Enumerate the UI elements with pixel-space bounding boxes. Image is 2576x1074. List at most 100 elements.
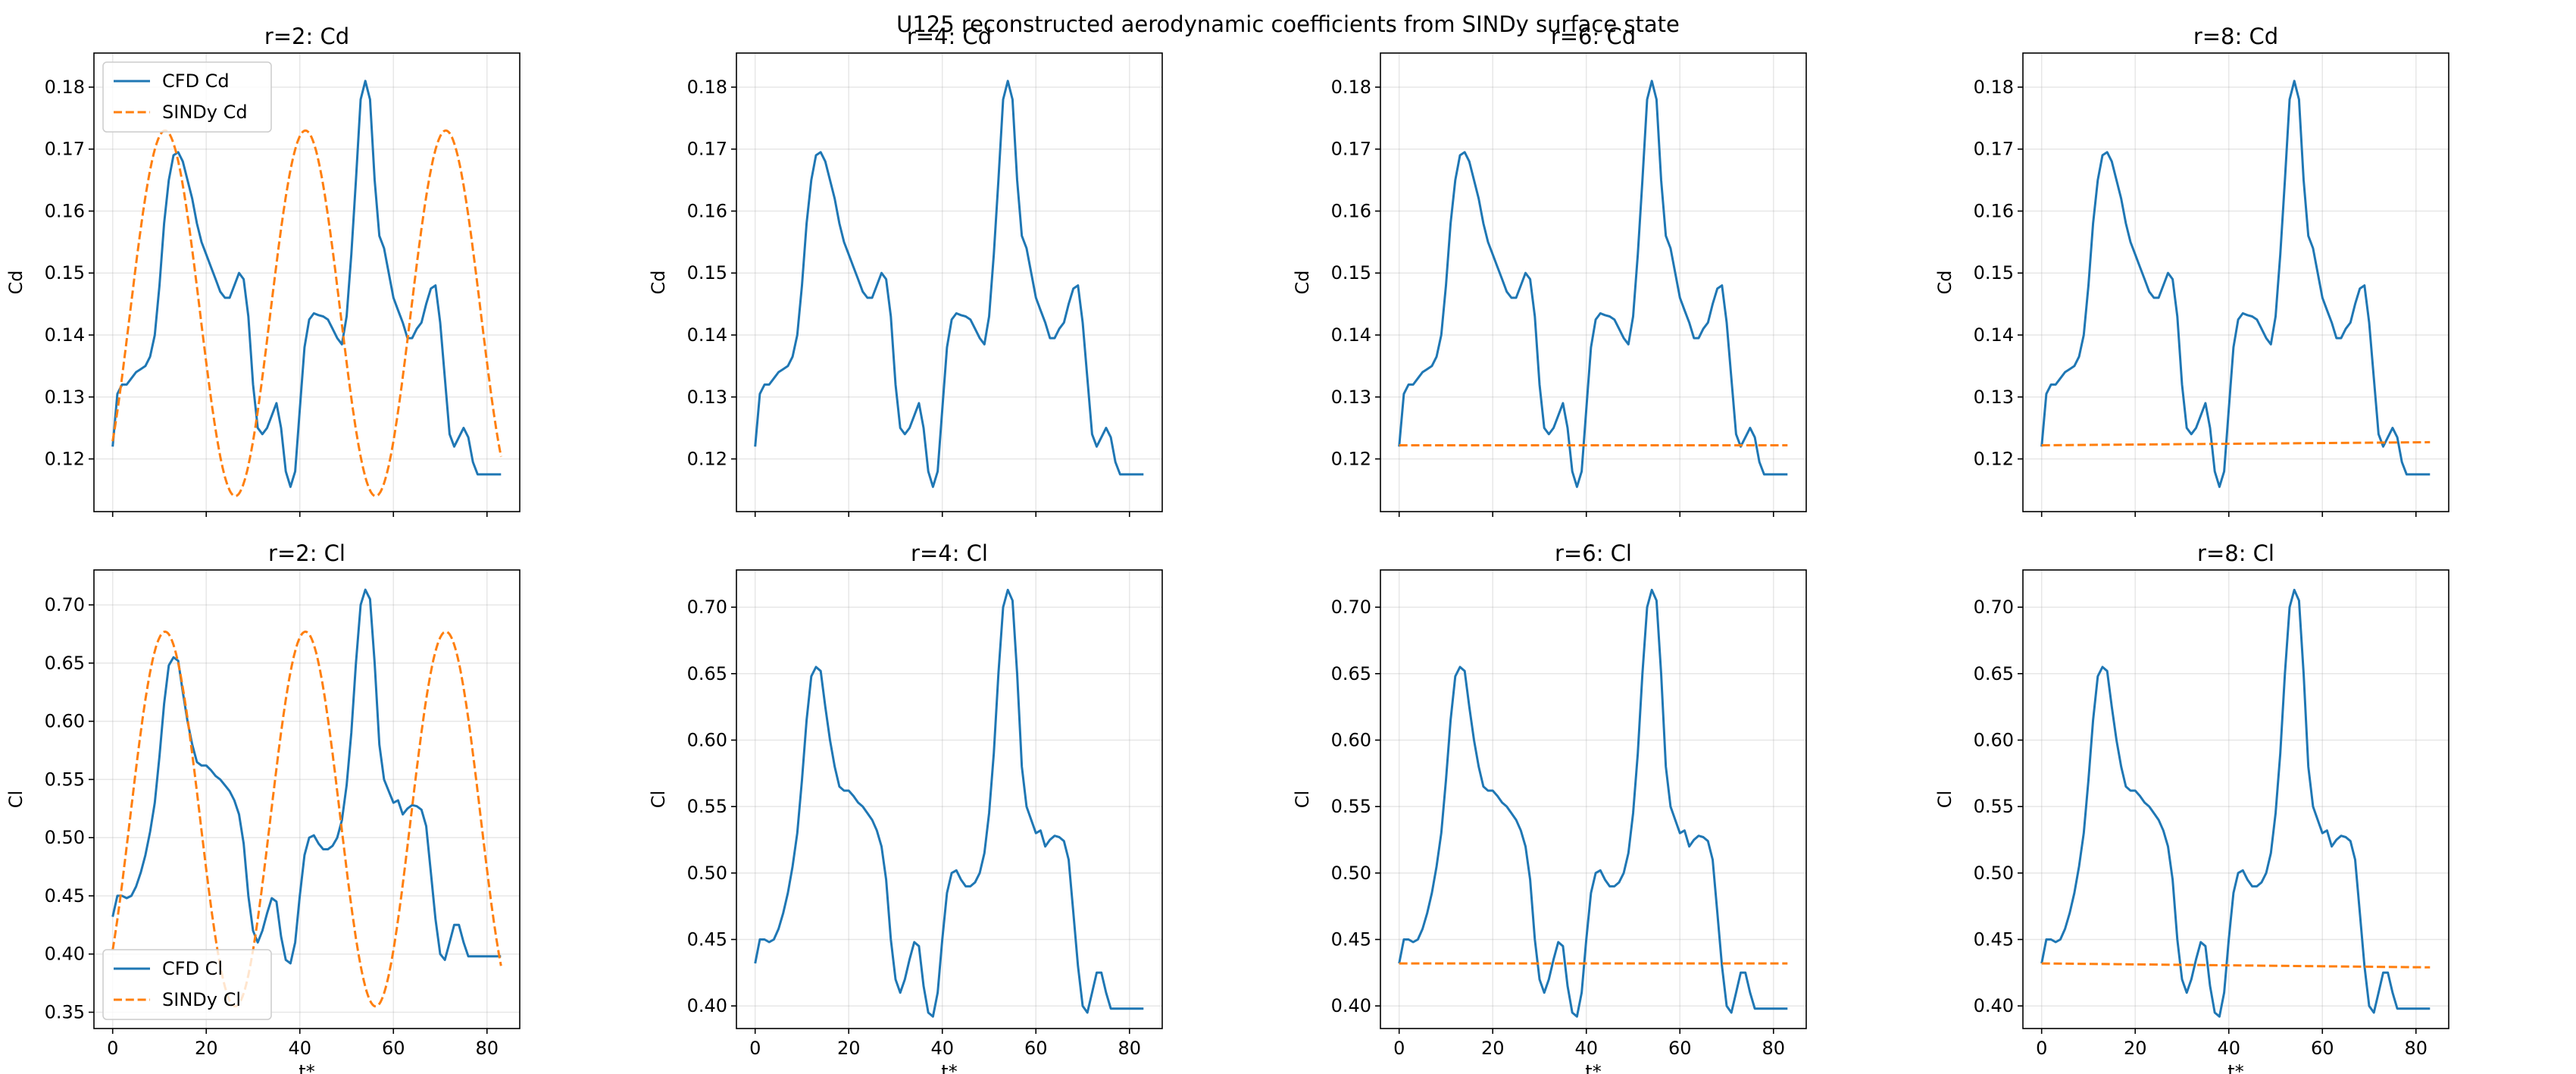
y-tick-label: 0.13 [1331, 387, 1371, 408]
x-tick-label: 80 [475, 1038, 499, 1059]
panel-7: 0 20 40 60 80 0.40 0.45 0.50 0.55 0.60 0.65 0.70 r=6… [1292, 540, 1807, 1074]
y-tick-label: 0.14 [45, 324, 85, 346]
y-tick-label: 0.60 [1331, 729, 1371, 750]
y-tick-label: 0.70 [1331, 596, 1371, 618]
cfd-series-line [754, 80, 1144, 488]
y-tick-label: 0.70 [45, 594, 85, 615]
y-tick-label: 0.65 [687, 663, 727, 684]
panel-grid [2023, 53, 2449, 512]
panel-title: r=6: Cd [1551, 23, 1636, 49]
cfd-series-line [1398, 80, 1788, 488]
x-axis-label: t* [299, 1061, 314, 1074]
y-tick-label: 0.55 [687, 796, 727, 817]
x-tick-label: 40 [1574, 1038, 1598, 1059]
y-tick-label: 0.13 [1974, 387, 2014, 408]
y-tick-label: 0.60 [45, 711, 85, 732]
y-tick-label: 0.50 [1331, 863, 1371, 884]
y-tick-label: 0.16 [687, 200, 727, 221]
x-tick-label: 0 [2036, 1038, 2047, 1059]
y-tick-label: 0.55 [1331, 796, 1371, 817]
panel-grid [736, 53, 1162, 512]
x-tick-label: 20 [1481, 1038, 1505, 1059]
y-tick-label: 0.35 [45, 1002, 85, 1023]
y-tick-label: 0.13 [687, 387, 727, 408]
y-tick-label: 0.40 [687, 995, 727, 1016]
panel-series [111, 80, 502, 497]
y-axis-label: Cd [5, 271, 27, 295]
x-tick-label: 40 [930, 1038, 954, 1059]
panel-title: r=8: Cl [2197, 540, 2274, 566]
y-tick-label: 0.15 [1331, 262, 1371, 283]
x-tick-label: 60 [2311, 1038, 2334, 1059]
x-tick-label: 80 [2404, 1038, 2428, 1059]
y-tick-label: 0.18 [45, 77, 85, 98]
panel-series [754, 588, 1144, 1018]
y-tick-label: 0.50 [45, 827, 85, 848]
y-tick-label: 0.70 [1974, 596, 2014, 618]
x-tick-label: 60 [1668, 1038, 1692, 1059]
y-tick-label: 0.65 [1974, 663, 2014, 684]
panel-series [1398, 80, 1788, 488]
axes-frame [736, 52, 1163, 512]
x-tick-label: 0 [107, 1038, 118, 1059]
y-tick-label: 0.16 [1331, 200, 1371, 221]
panel-grid [94, 53, 520, 512]
y-tick-label: 0.12 [1331, 449, 1371, 470]
panel-2: 0.12 0.13 0.14 0.15 0.16 0.17 0.18 r=4: Cd Cd [648, 23, 1163, 517]
panels: 0.12 0.13 0.14 0.15 0.16 0.17 0.18 r=2: Cd Cd CFD… [5, 23, 2449, 1074]
panel-title: r=6: Cl [1555, 540, 1632, 566]
sindy-series-line [111, 630, 502, 1008]
y-tick-label: 0.16 [1974, 200, 2014, 221]
y-tick-label: 0.17 [1331, 139, 1371, 160]
legend-entry-label: SINDy Cl [162, 989, 241, 1010]
y-tick-label: 0.14 [1974, 324, 2014, 346]
x-tick-label: 20 [195, 1038, 218, 1059]
y-tick-label: 0.40 [1331, 995, 1371, 1016]
axes-frame [93, 569, 521, 1029]
x-axis-label: t* [1585, 1061, 1601, 1074]
y-tick-label: 0.65 [1331, 663, 1371, 684]
y-tick-label: 0.14 [1331, 324, 1371, 346]
y-tick-label: 0.45 [1331, 929, 1371, 950]
x-tick-label: 40 [2217, 1038, 2240, 1059]
y-tick-label: 0.16 [45, 200, 85, 221]
y-axis-label: Cl [5, 791, 27, 808]
y-tick-label: 0.18 [1331, 77, 1371, 98]
panel-title: r=8: Cd [2193, 23, 2278, 49]
y-tick-label: 0.60 [1974, 729, 2014, 750]
cfd-series-line [2040, 80, 2431, 488]
panel-5: 0 20 40 60 80 0.35 0.40 0.45 0.50 0.55 0.60 0.65 0.7… [5, 540, 521, 1074]
figure-title: U125 reconstructed aerodynamic coefficie… [896, 11, 1680, 37]
panel-series [2040, 588, 2431, 1018]
x-tick-label: 20 [837, 1038, 861, 1059]
y-tick-label: 0.12 [45, 449, 85, 470]
panel-series [2040, 80, 2431, 488]
sindy-series-line [2041, 962, 2431, 969]
axes-frame [2022, 569, 2449, 1029]
x-axis-label: t* [2227, 1061, 2243, 1074]
cfd-series-line [2040, 588, 2431, 1018]
y-axis-label: Cd [648, 271, 669, 295]
x-tick-label: 60 [382, 1038, 405, 1059]
y-axis-label: Cd [1292, 271, 1313, 295]
cfd-series-line [754, 588, 1144, 1018]
legend-entry-label: CFD Cl [162, 958, 223, 979]
y-axis-label: Cl [648, 791, 669, 808]
panel-4: 0.12 0.13 0.14 0.15 0.16 0.17 0.18 r=8: Cd Cd [1934, 23, 2449, 517]
panel-series [111, 588, 502, 1008]
panel-grid [736, 570, 1162, 1029]
y-tick-label: 0.55 [1974, 796, 2014, 817]
x-tick-label: 0 [749, 1038, 761, 1059]
legend: CFD Cd SINDy Cd [102, 61, 272, 133]
cfd-series-line [111, 588, 502, 965]
panel-title: r=4: Cl [911, 540, 988, 566]
y-tick-label: 0.45 [687, 929, 727, 950]
panel-series [1398, 588, 1788, 1018]
y-tick-label: 0.70 [687, 596, 727, 618]
y-tick-label: 0.50 [1974, 863, 2014, 884]
sindy-series-line [111, 129, 502, 497]
panel-title: r=4: Cd [907, 23, 992, 49]
y-axis-label: Cl [1292, 791, 1313, 808]
x-tick-label: 40 [288, 1038, 311, 1059]
